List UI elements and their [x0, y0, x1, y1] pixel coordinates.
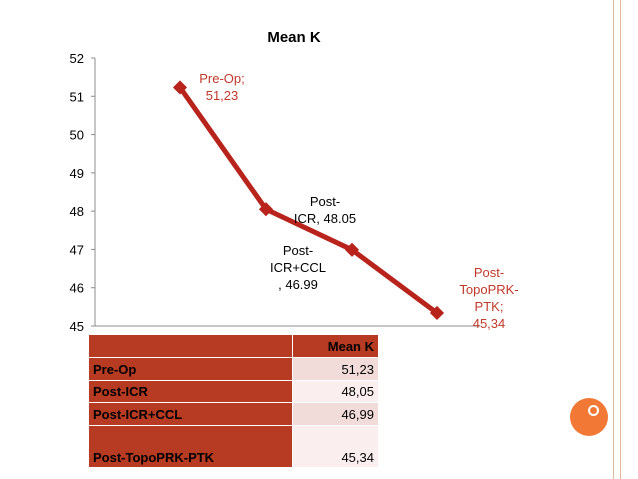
table-row-label: Post-TopoPRK-PTK: [88, 425, 293, 468]
data-label: Post- TopoPRK- PTK; 45,34: [459, 265, 518, 331]
data-label-line: 45,34: [473, 316, 506, 331]
y-tick-label: 49: [70, 166, 84, 181]
chart-title: Mean K: [267, 29, 321, 46]
table-row-value: 48,05: [292, 380, 379, 403]
y-tick-label: 48: [70, 204, 84, 219]
table-row-value: 45,34: [292, 425, 379, 468]
y-tick-label: 46: [70, 281, 84, 296]
data-point-marker: [429, 305, 445, 321]
data-label-line: Post-: [310, 194, 340, 209]
data-table: Mean K Pre-Op 51,23 Post-ICR 48,05 Post-…: [88, 334, 379, 468]
y-tick-label: 50: [70, 128, 84, 143]
data-label: Post- ICR+CCL , 46.99: [270, 243, 326, 292]
data-label-line: PTK;: [475, 299, 504, 314]
table-row-value: 51,23: [292, 357, 379, 381]
y-tick-label: 45: [70, 319, 84, 334]
table-row: Pre-Op 51,23: [88, 357, 379, 381]
table-row-label: Pre-Op: [88, 357, 293, 381]
data-label: Pre-Op; 51,23: [199, 71, 245, 103]
table-row: Post-ICR+CCL 46,99: [88, 402, 379, 426]
data-label-line: TopoPRK-: [459, 282, 518, 297]
slide-border: [613, 0, 621, 479]
table-row: Post-TopoPRK-PTK 45,34: [88, 425, 379, 468]
table-header-mean-k: Mean K: [292, 334, 379, 358]
data-label-line: Post-: [283, 243, 313, 258]
data-label-line: 51,23: [206, 88, 239, 103]
table-header-row: Mean K: [88, 334, 379, 358]
series-line: [177, 86, 439, 315]
decorative-circle-icon: [570, 398, 608, 436]
data-label-line: , 46.99: [278, 277, 318, 292]
data-label-line: ICR, 48.05: [294, 211, 356, 226]
table-row-label: Post-ICR+CCL: [88, 402, 293, 426]
point-labels: Pre-Op; 51,23 Post- ICR, 48.05 Post- ICR+CCL,…: [199, 71, 518, 331]
table-row-label: Post-ICR: [88, 380, 293, 403]
y-tick-label: 47: [70, 242, 84, 257]
y-axis: 45 46 47 48 49 50 51 52: [70, 51, 480, 334]
data-label-line: Pre-Op;: [199, 71, 245, 86]
data-label: Post- ICR, 48.05: [294, 194, 356, 226]
y-tick-label: 52: [70, 51, 84, 66]
table-row: Post-ICR 48,05: [88, 380, 379, 403]
series-mean-k: [172, 80, 445, 321]
table-row-value: 46,99: [292, 402, 379, 426]
data-point-marker: [344, 242, 360, 257]
table-header-empty: [88, 334, 293, 358]
data-point-marker: [258, 202, 274, 217]
decorative-ring-icon: [588, 405, 599, 416]
data-label-line: Post-: [474, 265, 504, 280]
data-label-line: ICR+CCL: [270, 260, 326, 275]
y-tick-label: 51: [70, 89, 84, 104]
